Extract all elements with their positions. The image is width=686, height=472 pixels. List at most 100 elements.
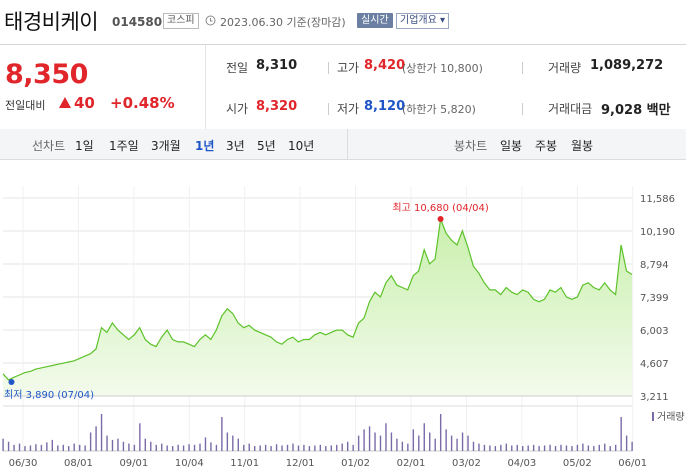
volume-bar <box>210 442 212 451</box>
price-chart: 11,586 10,190 8,794 7,399 6,003 4,607 3,211 06/… <box>0 160 686 472</box>
volume-bar <box>155 444 157 451</box>
volume-bar <box>401 441 404 451</box>
volume-bar <box>188 444 190 451</box>
change-label: 전일대비 <box>5 99 46 112</box>
period-10y[interactable]: 10년 <box>288 139 315 153</box>
volume-bar <box>363 429 365 451</box>
divider <box>328 62 329 74</box>
high-value: 8,420 <box>364 58 406 73</box>
y-tick-label: 7,399 <box>640 293 669 304</box>
volume-bar <box>18 443 21 451</box>
volume-bar <box>434 438 436 451</box>
volume-bar <box>275 444 278 451</box>
volume-bar <box>325 446 327 451</box>
volume-bar <box>259 445 261 451</box>
volume-bar <box>100 414 103 451</box>
volume-bar <box>494 446 497 451</box>
period-1y[interactable]: 1년 <box>195 139 215 153</box>
line-chart-label: 선차트 <box>32 139 66 153</box>
volume-legend-icon <box>652 412 654 421</box>
period-1d[interactable]: 1일 <box>75 139 94 153</box>
volume-bar <box>133 444 136 451</box>
high-label: 고가 <box>337 61 360 75</box>
volume-bar <box>24 446 26 451</box>
low-marker <box>8 378 15 385</box>
volume-bar <box>357 435 360 451</box>
volume-bar <box>204 437 207 451</box>
volume-bar <box>500 444 502 451</box>
volume-bar <box>522 446 524 451</box>
volume-bar <box>286 444 289 451</box>
volume-bar <box>450 435 453 451</box>
current-price: 8,350 <box>5 59 88 90</box>
volume-bar <box>385 423 387 451</box>
prev-value: 8,310 <box>256 58 298 73</box>
clock-icon <box>205 15 216 26</box>
volume-bar <box>40 444 43 451</box>
volume-bar <box>68 446 70 451</box>
volume-bar <box>565 445 568 451</box>
x-tick-label: 02/01 <box>397 458 426 469</box>
volume-bar <box>412 429 415 451</box>
y-tick-label: 8,794 <box>640 260 669 271</box>
volume-bar <box>199 443 201 451</box>
volume-bar <box>472 441 475 451</box>
x-tick-label: 08/01 <box>64 458 93 469</box>
market-badge: 코스피 <box>163 13 199 29</box>
period-3y[interactable]: 3년 <box>226 139 245 153</box>
volume-bar <box>139 423 141 451</box>
volume-bar <box>631 441 633 451</box>
volume-bar <box>598 444 600 451</box>
volume-bar <box>336 444 338 451</box>
volume-bar <box>303 444 305 451</box>
volume-bar <box>161 443 163 451</box>
volume-bar <box>554 446 557 451</box>
company-overview-button[interactable]: 기업개요 ▾ <box>396 13 449 29</box>
divider <box>522 62 523 74</box>
volume-bar <box>587 445 590 451</box>
volume-bar <box>368 426 371 451</box>
candle-weekly[interactable]: 주봉 <box>535 139 558 153</box>
period-3m[interactable]: 3개월 <box>151 139 181 153</box>
x-tick-label: 06/30 <box>9 458 38 469</box>
period-selector: 선차트 1일 1주일 3개월 1년 3년 5년 10년 봉차트 일봉 주봉 월봉 <box>0 129 686 160</box>
volume-bar <box>625 435 628 451</box>
x-tick-label: 01/02 <box>341 458 370 469</box>
period-1w[interactable]: 1주일 <box>109 139 139 153</box>
period-5y[interactable]: 5년 <box>257 139 276 153</box>
y-tick-label: 11,586 <box>640 194 675 205</box>
divider <box>347 129 348 159</box>
volume-bar <box>461 432 464 451</box>
volume-bar <box>62 444 64 451</box>
volume-bar <box>177 444 179 451</box>
high-annotation: 최고 10,680 (04/04) <box>392 202 488 214</box>
volume-bar <box>538 446 540 451</box>
volume-bar <box>489 445 491 451</box>
volume-bar <box>270 446 272 451</box>
volume-bar <box>117 438 119 451</box>
volume-bar <box>73 443 75 451</box>
realtime-button[interactable]: 실시간 <box>357 13 393 28</box>
volume-bar <box>35 444 37 451</box>
up-triangle-icon <box>59 97 71 108</box>
volume-bar <box>374 432 376 451</box>
volume-bar <box>264 444 267 451</box>
candle-monthly[interactable]: 월봉 <box>571 139 594 153</box>
volume-bar <box>582 443 584 451</box>
volume-bar <box>314 445 316 451</box>
y-tick-label: 3,211 <box>640 392 669 403</box>
volume-bar <box>439 414 442 451</box>
volume-legend-label: 거래량 <box>657 411 685 423</box>
amount-value: 9,028 백만 <box>601 103 671 118</box>
volume-bar <box>281 445 283 451</box>
x-tick-label: 06/01 <box>618 458 647 469</box>
upper-limit: (상한가 10,800) <box>402 62 483 75</box>
price-line <box>2 218 633 381</box>
volume-bar <box>390 432 393 451</box>
volume-bar <box>171 446 174 451</box>
volume-bar <box>593 446 595 451</box>
volume-bar <box>620 417 622 451</box>
volume-bar <box>232 435 234 451</box>
volume-bar <box>237 438 239 451</box>
candle-daily[interactable]: 일봉 <box>500 139 523 153</box>
